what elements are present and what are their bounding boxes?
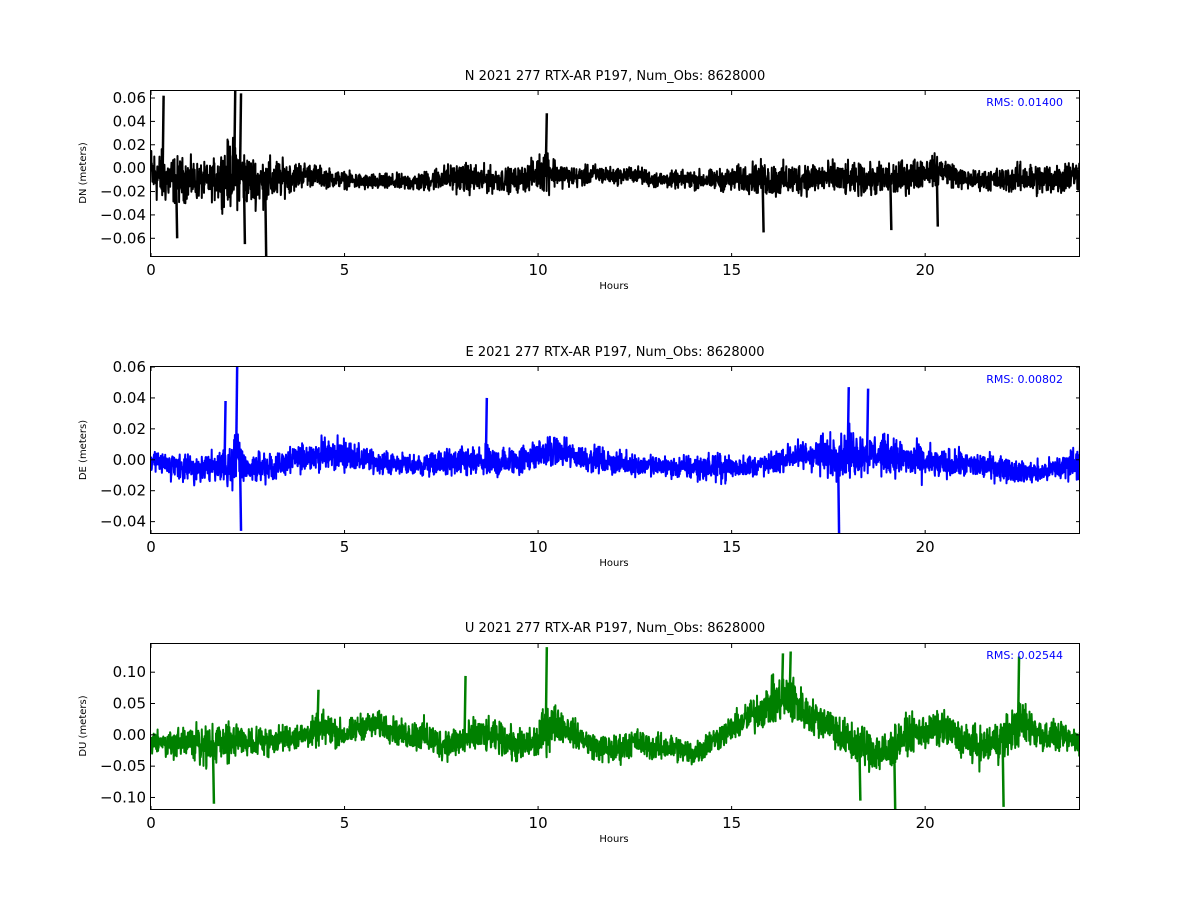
y-tick-label: 0.02 — [113, 420, 146, 438]
x-axis-ticks: 0 5 10 15 20 — [146, 91, 935, 279]
y-tick-label: −0.02 — [100, 482, 146, 500]
plot-frame — [150, 366, 1080, 534]
x-axis-ticks: 0 5 10 15 20 — [146, 644, 935, 832]
y-tick-label: 0.05 — [113, 695, 146, 713]
y-tick-label: −0.02 — [100, 183, 146, 201]
series-spike — [889, 179, 893, 231]
series-dn — [151, 91, 1080, 257]
series-spike — [232, 91, 237, 172]
y-tick-label: 0.04 — [113, 112, 146, 130]
x-tick-label: 5 — [340, 538, 350, 556]
series-spike — [544, 113, 549, 169]
series-spike — [846, 387, 850, 454]
x-tick-label: 10 — [529, 538, 548, 556]
series-spike — [865, 388, 870, 454]
series-line — [151, 673, 1080, 773]
series-spike — [211, 746, 216, 804]
y-tick-label: 0.02 — [113, 136, 146, 154]
series-spike — [544, 647, 549, 729]
y-tick-label: 0.06 — [113, 358, 146, 376]
plot-frame — [150, 643, 1080, 810]
plot-title: E 2021 277 RTX-AR P197, Num_Obs: 8628000 — [466, 345, 765, 360]
series-spike — [161, 95, 165, 178]
series-spike — [238, 460, 243, 531]
y-tick-label: 0.00 — [113, 451, 146, 469]
series-spike — [1078, 416, 1080, 460]
y-tick-label: −0.10 — [100, 788, 146, 806]
series-spike — [892, 746, 897, 810]
x-tick-label: 0 — [146, 538, 156, 556]
series-spike — [1016, 656, 1021, 726]
rms-annotation: RMS: 0.02544 — [986, 649, 1063, 662]
x-tick-label: 15 — [722, 261, 741, 279]
y-axis-ticks: −0.04 −0.02 0.00 0.02 0.04 0.06 — [100, 358, 1080, 531]
series-spike — [242, 176, 247, 245]
x-tick-label: 20 — [916, 538, 935, 556]
plot-title: N 2021 277 RTX-AR P197, Num_Obs: 8628000 — [465, 69, 765, 84]
x-tick-label: 20 — [916, 814, 935, 832]
y-tick-label: 0.06 — [113, 89, 146, 107]
series-line — [151, 422, 1080, 492]
x-axis-label: Hours — [599, 834, 628, 845]
y-tick-label: −0.04 — [100, 513, 146, 531]
series-spike — [1001, 737, 1005, 807]
x-tick-label: 10 — [529, 814, 548, 832]
y-tick-label: 0.04 — [113, 389, 146, 407]
series-spike — [463, 675, 467, 740]
series-spike — [234, 367, 239, 457]
rms-annotation: RMS: 0.00802 — [986, 373, 1063, 386]
x-tick-label: 0 — [146, 261, 156, 279]
subplot-east: E 2021 277 RTX-AR P197, Num_Obs: 8628000… — [78, 345, 1080, 569]
y-axis-ticks: −0.06 −0.04 −0.02 0.00 0.02 0.04 0.06 — [100, 89, 1080, 247]
series-spike — [935, 170, 940, 227]
series-spike — [223, 400, 227, 467]
y-axis-ticks: −0.10 −0.05 0.00 0.05 0.10 — [100, 663, 1080, 806]
x-tick-label: 15 — [722, 538, 741, 556]
series-spike — [780, 653, 785, 700]
series-spike — [858, 744, 862, 801]
rms-annotation: RMS: 0.01400 — [986, 96, 1063, 109]
y-axis-label: DE (meters) — [78, 420, 89, 480]
y-tick-label: 0.00 — [113, 726, 146, 744]
series-spike — [484, 397, 489, 463]
y-axis-label: DU (meters) — [78, 695, 89, 756]
x-axis-ticks: 0 5 10 15 20 — [146, 367, 935, 556]
x-axis-label: Hours — [599, 558, 628, 569]
y-axis-label: DN (meters) — [78, 142, 89, 204]
y-tick-label: 0.10 — [113, 663, 146, 681]
x-tick-label: 10 — [529, 261, 548, 279]
series-du — [151, 647, 1080, 810]
series-spike — [263, 181, 268, 257]
subplot-north: N 2021 277 RTX-AR P197, Num_Obs: 8628000… — [78, 69, 1080, 292]
x-axis-label: Hours — [599, 281, 628, 292]
series-de — [151, 367, 1080, 534]
series-spike — [316, 689, 320, 732]
y-tick-label: −0.04 — [100, 206, 146, 224]
plot-frame — [150, 90, 1080, 257]
series-spike — [761, 178, 765, 233]
subplot-up: U 2021 277 RTX-AR P197, Num_Obs: 8628000… — [78, 621, 1080, 845]
series-spike — [238, 93, 243, 174]
x-tick-label: 20 — [916, 261, 935, 279]
series-spike — [836, 454, 841, 534]
series-spike — [788, 651, 792, 698]
x-tick-label: 5 — [340, 261, 350, 279]
x-tick-label: 5 — [340, 814, 350, 832]
y-tick-label: 0.00 — [113, 159, 146, 177]
plot-title: U 2021 277 RTX-AR P197, Num_Obs: 8628000 — [465, 621, 765, 636]
series-spike — [174, 179, 179, 239]
x-tick-label: 0 — [146, 814, 156, 832]
x-tick-label: 15 — [722, 814, 741, 832]
y-tick-label: −0.05 — [100, 757, 146, 775]
series-line — [151, 134, 1080, 215]
y-tick-label: −0.06 — [100, 229, 146, 247]
